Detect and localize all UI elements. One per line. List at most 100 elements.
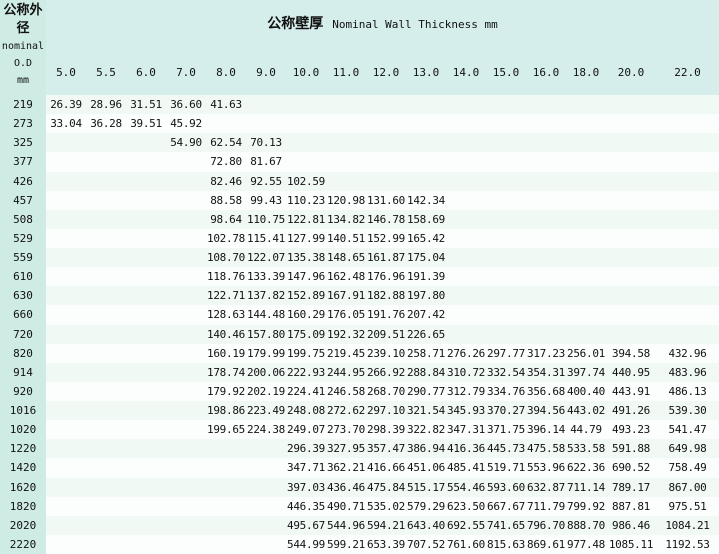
table-cell: 653.39 — [367, 537, 405, 551]
table-cell: 796.70 — [527, 518, 565, 532]
table-cell: 36.28 — [90, 117, 122, 131]
table-cell: 297.10 — [367, 404, 405, 418]
table-cell: 799.92 — [567, 499, 605, 513]
table-cell: 649.98 — [668, 442, 707, 456]
column-header: 9.0 — [256, 66, 276, 79]
table-cell: 198.86 — [207, 404, 245, 418]
table-cell: 199.75 — [287, 346, 325, 360]
table-cell: 44.79 — [570, 423, 602, 437]
table-cell: 345.93 — [447, 404, 485, 418]
table-cell: 31.51 — [130, 98, 162, 112]
table-cell: 246.58 — [327, 384, 365, 398]
table-cell: 118.76 — [207, 270, 245, 284]
table-cell: 176.96 — [367, 270, 405, 284]
table-cell: 370.27 — [487, 404, 525, 418]
table-cell: 599.21 — [327, 537, 365, 551]
table-row: 914 178.74 200.06 222.93 244.95 266.92 288.84 3… — [0, 362, 719, 382]
table-cell: 110.75 — [247, 212, 285, 226]
table-cell: 148.65 — [327, 251, 365, 265]
table-cell: 39.51 — [130, 117, 162, 131]
row-header-od: 1620 — [0, 477, 46, 497]
row-header-od: 508 — [0, 209, 46, 229]
row-header-od: 2220 — [0, 534, 46, 554]
column-header: 14.0 — [452, 66, 480, 79]
table-cell: 209.51 — [367, 327, 405, 341]
column-header: 8.0 — [216, 66, 236, 79]
column-header: 13.0 — [412, 66, 440, 79]
table-row: 325 54.90 62.54 70.13 — [0, 133, 719, 153]
table-cell: 272.62 — [327, 404, 365, 418]
table-row: 720 140.46 157.80 175.09 192.32 209.51 226.65 — [0, 324, 719, 344]
table-cell: 244.95 — [327, 365, 365, 379]
table-cell: 288.84 — [407, 365, 445, 379]
table-cell: 102.78 — [207, 231, 245, 245]
table-cell: 290.77 — [407, 384, 445, 398]
table-cell: 258.71 — [407, 346, 445, 360]
table-cell: 249.07 — [287, 423, 325, 437]
table-cell: 443.91 — [612, 384, 650, 398]
table-cell: 199.65 — [207, 423, 245, 437]
table-cell: 440.95 — [612, 365, 650, 379]
table-cell: 191.39 — [407, 270, 445, 284]
column-header: 10.0 — [292, 66, 320, 79]
table-cell: 347.71 — [287, 461, 325, 475]
table-cell: 98.64 — [210, 212, 242, 226]
table-cell: 224.41 — [287, 384, 325, 398]
table-row: 630 122.71 137.82 152.89 167.91 182.88 197.80 — [0, 286, 719, 306]
table-row: 1420 347.71 362.21 416.66 451.06 485.41 519.71… — [0, 458, 719, 478]
table-cell: 490.71 — [327, 499, 365, 513]
table-cell: 446.35 — [287, 499, 325, 513]
table-row: 920 179.92 202.19 224.41 246.58 268.70 290.77 3… — [0, 381, 719, 401]
table-cell: 72.80 — [210, 155, 242, 169]
table-cell: 131.60 — [367, 193, 405, 207]
table-cell: 102.59 — [287, 174, 325, 188]
column-header: 20.0 — [617, 66, 645, 79]
row-header-od: 1220 — [0, 439, 46, 459]
table-cell: 515.17 — [407, 480, 445, 494]
table-cell: 273.70 — [327, 423, 365, 437]
table-cell: 486.13 — [668, 384, 707, 398]
row-header-od: 559 — [0, 248, 46, 268]
table-cell: 82.46 — [210, 174, 242, 188]
table-cell: 226.65 — [407, 327, 445, 341]
table-cell: 386.94 — [407, 442, 445, 456]
table-cell: 28.96 — [90, 98, 122, 112]
table-cell: 266.92 — [367, 365, 405, 379]
table-cell: 711.14 — [567, 480, 605, 494]
table-cell: 54.90 — [170, 136, 202, 150]
row-header-od: 426 — [0, 171, 46, 191]
table-cell: 122.71 — [207, 289, 245, 303]
row-header-od: 1420 — [0, 458, 46, 478]
row-header-od: 457 — [0, 190, 46, 210]
table-cell: 167.91 — [327, 289, 365, 303]
table-cell: 400.40 — [567, 384, 605, 398]
table-cell: 539.30 — [668, 404, 707, 418]
table-cell: 26.39 — [50, 98, 82, 112]
table-cell: 92.55 — [250, 174, 282, 188]
table-cell: 416.66 — [367, 461, 405, 475]
column-header: 5.0 — [56, 66, 76, 79]
table-cell: 137.82 — [247, 289, 285, 303]
table-cell: 579.29 — [407, 499, 445, 513]
table-cell: 594.21 — [367, 518, 405, 532]
table-cell: 711.79 — [527, 499, 565, 513]
table-cell: 147.96 — [287, 270, 325, 284]
table-cell: 276.26 — [447, 346, 485, 360]
table-cell: 160.29 — [287, 308, 325, 322]
table-title-english: Nominal Wall Thickness mm — [332, 18, 498, 31]
row-header-od: 630 — [0, 286, 46, 306]
table-cell: 371.75 — [487, 423, 525, 437]
table-cell: 110.23 — [287, 193, 325, 207]
table-cell: 197.80 — [407, 289, 445, 303]
table-cell: 128.63 — [207, 308, 245, 322]
table-cell: 142.34 — [407, 193, 445, 207]
table-cell: 362.21 — [327, 461, 365, 475]
table-cell: 239.10 — [367, 346, 405, 360]
table-cell: 485.41 — [447, 461, 485, 475]
table-cell: 541.47 — [668, 423, 707, 437]
table-cell: 741.65 — [487, 518, 525, 532]
table-cell: 443.02 — [567, 404, 605, 418]
table-cell: 867.00 — [668, 480, 707, 494]
table-cell: 312.79 — [447, 384, 485, 398]
table-cell: 33.04 — [50, 117, 82, 131]
